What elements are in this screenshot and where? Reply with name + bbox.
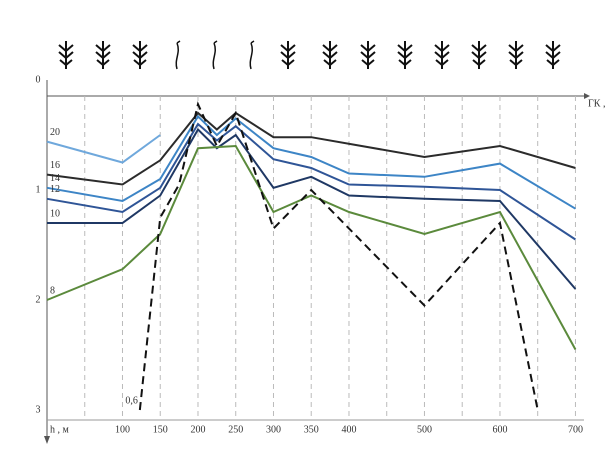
tree-icon: [545, 40, 561, 70]
x-axis-label: ГК , м: [588, 98, 607, 109]
x-tick-label: 150: [153, 424, 168, 435]
tree-icon: [322, 40, 338, 70]
x-tick-label: 350: [304, 424, 319, 435]
x-tick-label: 400: [341, 424, 356, 435]
y-axis-arrow: [44, 436, 50, 444]
tree-icon: [280, 40, 296, 70]
tree-icon: [132, 40, 148, 70]
x-tick-label: 250: [228, 424, 243, 435]
series-line: [46, 114, 576, 210]
series-label: 10: [50, 208, 60, 219]
series-label: 20: [50, 127, 60, 138]
x-axis-arrow: [584, 93, 590, 99]
series-line: [47, 127, 577, 290]
sprout-icon: [175, 40, 181, 70]
tree-icon: [95, 40, 111, 70]
tree-icon: [471, 40, 487, 70]
x-tick-label: 600: [492, 424, 507, 435]
y-tick-label: 1: [36, 184, 41, 195]
tree-icon: [397, 40, 413, 70]
x-tick-label: 200: [190, 424, 205, 435]
series-label: 12: [50, 184, 60, 195]
series-line: [138, 101, 539, 411]
series-label: 8: [50, 285, 55, 296]
series-line: [46, 122, 576, 241]
sprout-icon: [212, 40, 218, 70]
x-tick-label: 700: [568, 424, 583, 435]
y-tick-label: 0: [36, 74, 41, 85]
series-line: [46, 134, 161, 164]
x-tick-label: 300: [266, 424, 281, 435]
x-tick-label: 100: [115, 424, 130, 435]
tree-icon: [434, 40, 450, 70]
x-tick-label: 500: [417, 424, 432, 435]
y-axis-label: h , м: [50, 424, 70, 435]
series-label: 14: [50, 173, 60, 184]
series-label: 0,6: [125, 395, 138, 406]
tree-icon: [508, 40, 524, 70]
tree-icon: [360, 40, 376, 70]
sprout-icon: [249, 40, 255, 70]
series-line: [46, 144, 577, 350]
y-tick-label: 3: [36, 404, 41, 415]
series-label: 16: [50, 160, 60, 171]
y-tick-label: 2: [36, 294, 41, 305]
tree-icon: [58, 40, 74, 70]
